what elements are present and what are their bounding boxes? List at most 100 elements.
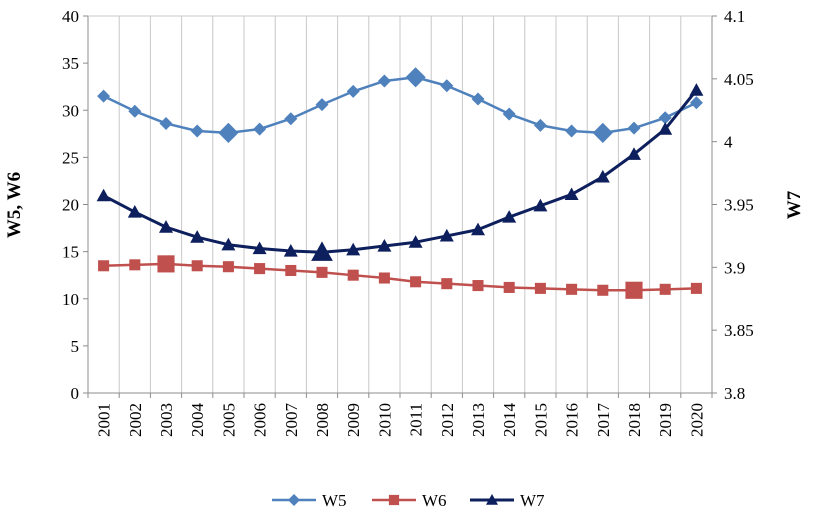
x-tick-label: 2003 [157, 403, 176, 437]
data-point [97, 89, 111, 103]
data-point [316, 266, 328, 278]
y-left-tick-label: 35 [62, 54, 79, 73]
x-tick-label: 2006 [251, 403, 270, 437]
right-axis-ticks: 3.8 3.85 3.9 3.95 4 4.05 4.1 [712, 7, 754, 403]
data-point [595, 169, 610, 183]
data-point [405, 67, 426, 88]
data-point [191, 260, 203, 272]
data-point [689, 96, 703, 110]
data-point [377, 238, 392, 252]
data-point [346, 242, 361, 256]
data-point [471, 222, 485, 236]
data-point [377, 74, 391, 88]
data-point [347, 269, 359, 281]
data-point [190, 124, 204, 138]
data-point [441, 278, 453, 290]
y-left-tick-label: 0 [71, 384, 80, 403]
data-point [388, 494, 400, 506]
y-right-tick-label: 4.1 [724, 7, 745, 26]
data-point [285, 264, 297, 276]
data-point [440, 79, 454, 93]
data-point [410, 276, 422, 288]
x-tick-label: 2020 [687, 403, 706, 437]
data-point [315, 98, 329, 112]
grid-lines [118, 16, 682, 393]
x-tick-label: 2017 [594, 403, 613, 438]
y-right-tick-label: 4.05 [724, 70, 754, 89]
data-point [408, 235, 423, 248]
x-tick-label: 2019 [656, 403, 675, 437]
data-point [658, 122, 673, 135]
x-tick-label: 2015 [531, 403, 550, 437]
x-tick-label: 2013 [469, 403, 488, 437]
series-w6 [98, 255, 702, 299]
data-point [658, 111, 672, 125]
data-point [311, 241, 333, 261]
data-point [284, 112, 298, 126]
data-point [592, 122, 613, 143]
legend-label: W6 [422, 491, 447, 510]
x-tick-label: 2007 [282, 403, 301, 438]
data-point [597, 284, 609, 296]
legend-item-w5: W5 [272, 491, 347, 510]
data-point [625, 281, 643, 299]
x-tick-label: 2008 [313, 403, 332, 437]
data-point [98, 260, 110, 272]
x-tick-label: 2018 [625, 403, 644, 437]
x-axis-ticks: 2001 2002 2003 2004 2005 2006 2007 2008 2009 2010… [87, 393, 713, 438]
data-point [533, 118, 547, 132]
left-axis-ticks: 0 5 10 15 20 25 30 35 40 [62, 7, 88, 403]
x-tick-label: 2012 [438, 403, 457, 437]
data-point [190, 230, 205, 243]
data-point [96, 188, 111, 202]
data-point [129, 259, 141, 271]
y-right-tick-label: 3.9 [724, 258, 745, 277]
data-point [627, 147, 641, 160]
data-point [127, 205, 142, 218]
series-group [96, 67, 704, 299]
data-point [439, 228, 454, 242]
data-point [502, 210, 517, 223]
data-point [378, 272, 390, 284]
x-tick-label: 2004 [188, 403, 207, 438]
data-point [566, 283, 578, 295]
data-point [252, 241, 267, 255]
y-left-tick-label: 15 [62, 243, 79, 262]
data-point [565, 124, 579, 138]
data-point [346, 84, 360, 98]
y-left-tick-label: 5 [71, 337, 80, 356]
y-left-tick-label: 40 [62, 7, 79, 26]
legend-label: W5 [322, 491, 347, 510]
data-point [534, 282, 546, 294]
x-tick-label: 2016 [563, 403, 582, 437]
y-left-axis-title: W5, W6 [4, 172, 25, 238]
y-left-tick-label: 20 [62, 196, 79, 215]
data-point [564, 187, 579, 201]
data-point [288, 494, 300, 506]
y-left-tick-label: 30 [62, 101, 79, 120]
legend-item-w7: W7 [470, 491, 545, 510]
data-point [128, 104, 142, 118]
data-point [159, 116, 173, 130]
legend-item-w6: W6 [372, 491, 447, 510]
data-point [254, 263, 266, 275]
data-point [253, 122, 267, 136]
y-left-tick-label: 25 [62, 148, 79, 167]
data-point [159, 220, 173, 233]
data-point [222, 261, 234, 273]
data-point [502, 107, 516, 121]
data-point [218, 122, 239, 143]
x-tick-label: 2009 [344, 403, 363, 437]
data-point [627, 121, 641, 135]
series-w7 [96, 83, 704, 261]
x-tick-label: 2014 [500, 403, 519, 438]
data-point [659, 283, 671, 295]
series-w5 [97, 67, 703, 143]
x-tick-label: 2005 [219, 403, 238, 437]
y-right-tick-label: 3.85 [724, 321, 754, 340]
data-point [690, 282, 702, 294]
legend-label: W7 [520, 491, 545, 510]
y-right-axis-title: W7 [784, 190, 805, 219]
legend: W5 W6 W7 [272, 491, 545, 510]
x-tick-label: 2001 [95, 403, 114, 437]
